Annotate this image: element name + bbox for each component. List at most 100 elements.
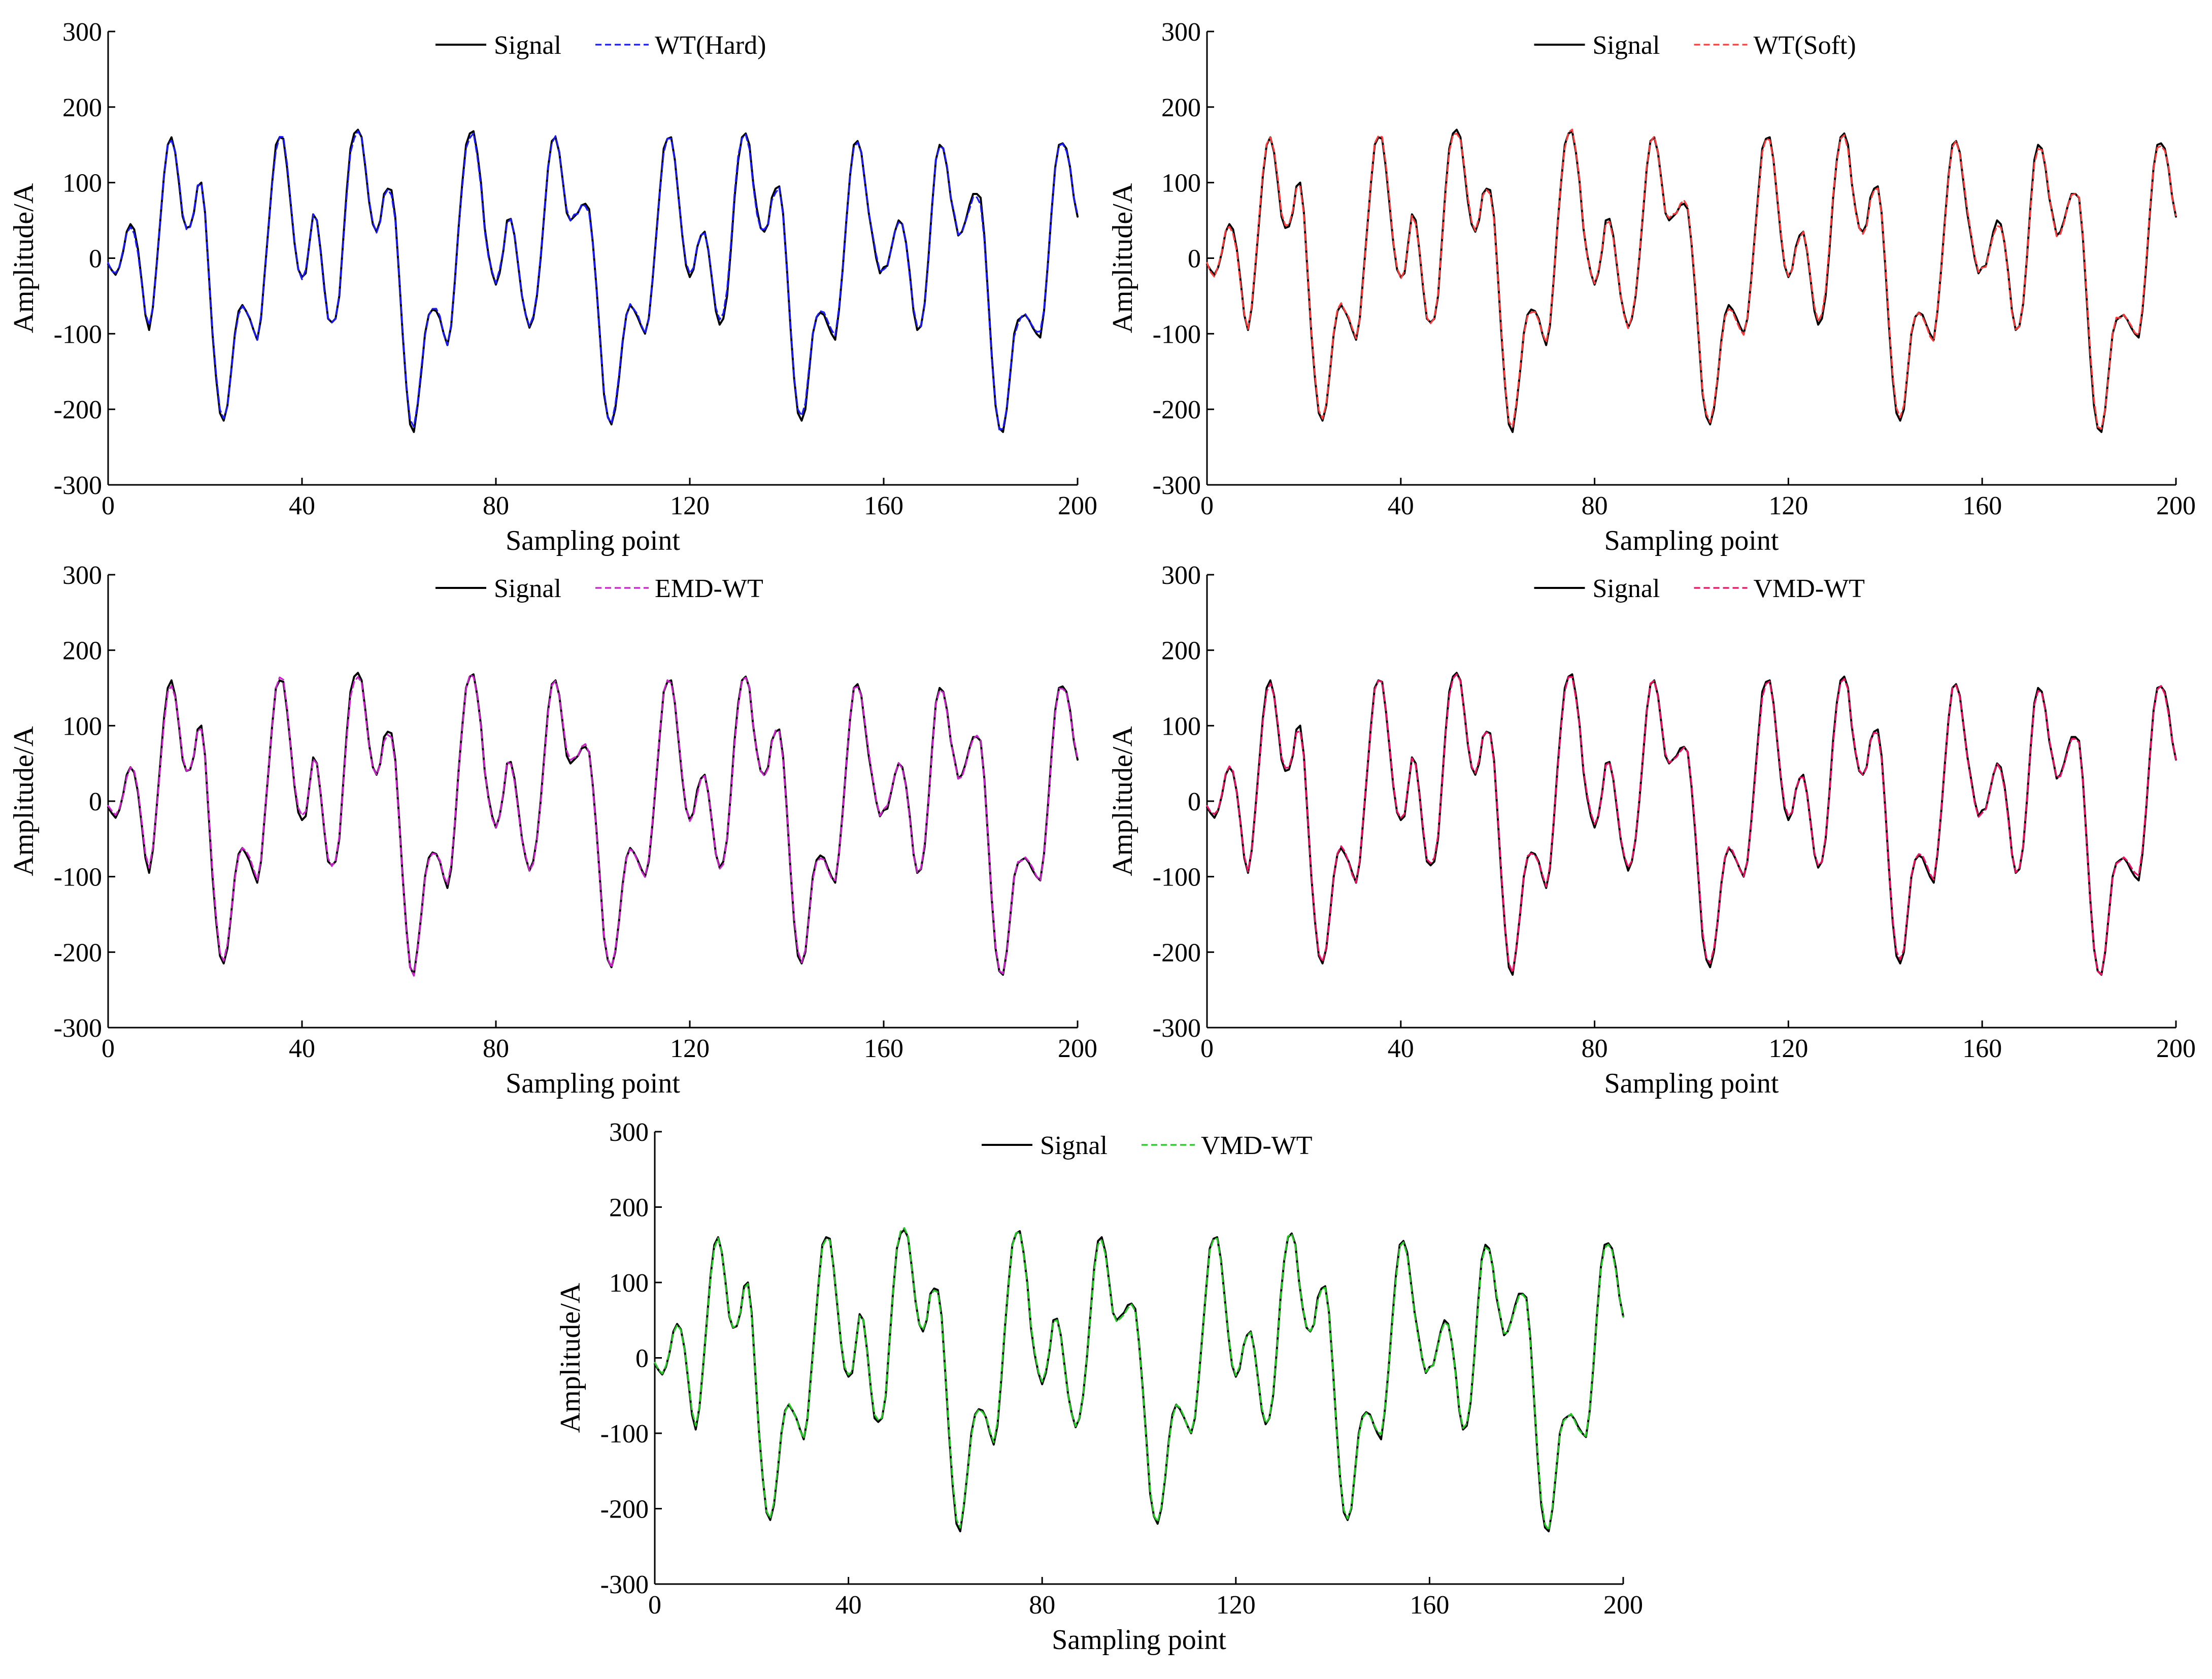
- y-tick-label: 100: [1161, 712, 1201, 741]
- x-tick-label: 160: [864, 1034, 903, 1063]
- chart-panel-2: -300 -200 -100 0 100 200 300 0 40 80 120 160 200 Samp…: [1107, 18, 2196, 556]
- legend-label: VMD-WT: [1754, 574, 1865, 603]
- y-tick-label: -100: [600, 1420, 649, 1448]
- x-tick-label: 120: [1768, 491, 1808, 520]
- x-tick-label: 40: [835, 1591, 862, 1620]
- x-tick-label: 80: [483, 1034, 509, 1063]
- x-tick-label: 200: [2156, 1034, 2196, 1063]
- series-line-signal: [107, 128, 1079, 433]
- y-tick-label: -200: [1153, 938, 1201, 967]
- legend-label: VMD-WT: [1201, 1131, 1313, 1160]
- x-tick-label: 80: [483, 491, 509, 520]
- y-tick-label: 100: [609, 1269, 649, 1298]
- x-tick-label: 120: [670, 1034, 710, 1063]
- x-tick-label: 80: [1582, 491, 1608, 520]
- y-tick-label: 0: [89, 245, 102, 274]
- y-tick-label: -200: [54, 938, 102, 967]
- chart-panel-1: -300 -200 -100 0 100 200 300 0 40 80 120 160 200 Samp…: [8, 18, 1097, 556]
- y-tick-label: 200: [609, 1194, 649, 1223]
- x-tick-label: 0: [1200, 491, 1214, 520]
- y-tick-label: -300: [600, 1570, 649, 1599]
- chart-panel-3: -300 -200 -100 0 100 200 300 0 40 80 120 160 200 Samp…: [8, 561, 1097, 1099]
- x-tick-label: 40: [289, 1034, 315, 1063]
- series-line-signal: [107, 672, 1079, 976]
- y-tick-label: 0: [89, 787, 102, 816]
- x-axis-label: Sampling point: [506, 525, 680, 556]
- x-tick-label: 0: [102, 1034, 115, 1063]
- x-tick-label: 200: [1603, 1591, 1643, 1620]
- x-tick-label: 200: [1058, 491, 1097, 520]
- legend-label: Signal: [494, 574, 561, 603]
- legend-label: Signal: [1593, 574, 1660, 603]
- y-tick-label: 0: [635, 1344, 649, 1373]
- series-line-emd-wt: [107, 674, 1079, 977]
- y-tick-label: 300: [1161, 561, 1201, 590]
- series-line-vmd-wt: [654, 1227, 1624, 1531]
- series-line-signal: [1206, 128, 2177, 433]
- y-tick-label: -200: [54, 396, 102, 424]
- x-tick-label: 120: [670, 491, 710, 520]
- x-tick-label: 200: [1058, 1034, 1097, 1063]
- legend: Signal VMD-WT: [1534, 574, 1865, 603]
- series-line-vmd-wt: [1206, 673, 2177, 976]
- x-tick-label: 40: [289, 491, 315, 520]
- y-tick-label: -300: [1153, 1014, 1201, 1043]
- y-tick-label: 200: [1161, 93, 1201, 122]
- x-axis-label: Sampling point: [1604, 525, 1779, 556]
- y-tick-label: -100: [1153, 320, 1201, 349]
- x-axis-label: Sampling point: [506, 1068, 680, 1099]
- legend: Signal WT(Hard): [435, 31, 766, 60]
- y-tick-label: -200: [600, 1495, 649, 1524]
- y-tick-label: 100: [1161, 169, 1201, 198]
- x-tick-label: 200: [2156, 491, 2196, 520]
- y-tick-label: -100: [54, 320, 102, 349]
- x-tick-label: 160: [1410, 1591, 1449, 1620]
- x-tick-label: 160: [1962, 1034, 2002, 1063]
- x-tick-label: 40: [1388, 1034, 1414, 1063]
- y-axis-label: Amplitude/A: [8, 183, 40, 333]
- y-tick-label: 100: [62, 712, 102, 741]
- y-tick-label: 300: [609, 1118, 649, 1147]
- y-tick-label: -100: [54, 863, 102, 892]
- legend-label: Signal: [1593, 31, 1660, 60]
- y-tick-label: 100: [62, 169, 102, 198]
- legend-label: EMD-WT: [655, 574, 763, 603]
- legend-label: Signal: [494, 31, 561, 60]
- legend: Signal WT(Soft): [1534, 31, 1856, 60]
- y-tick-label: 200: [62, 637, 102, 666]
- chart-panel-5: -300 -200 -100 0 100 200 300 0 40 80 120 160 200 Samp…: [555, 1118, 1643, 1656]
- legend: Signal EMD-WT: [435, 574, 763, 603]
- y-tick-label: 300: [62, 18, 102, 47]
- x-tick-label: 160: [864, 491, 903, 520]
- y-tick-label: 0: [1188, 245, 1201, 274]
- x-tick-label: 120: [1216, 1591, 1256, 1620]
- legend-label: WT(Soft): [1754, 31, 1856, 60]
- x-axis-label: Sampling point: [1604, 1068, 1779, 1099]
- legend-label: Signal: [1040, 1131, 1108, 1160]
- x-tick-label: 40: [1388, 491, 1414, 520]
- legend-label: WT(Hard): [655, 31, 766, 60]
- series-line-signal: [1206, 672, 2177, 976]
- y-tick-label: 0: [1188, 787, 1201, 816]
- y-axis-label: Amplitude/A: [555, 1282, 586, 1433]
- y-tick-label: 200: [62, 93, 102, 122]
- y-tick-label: 200: [1161, 637, 1201, 666]
- y-tick-label: -300: [1153, 471, 1201, 500]
- x-tick-label: 120: [1768, 1034, 1808, 1063]
- y-tick-label: -300: [54, 1014, 102, 1043]
- series-line-wt-hard: [107, 130, 1079, 431]
- x-tick-label: 0: [102, 491, 115, 520]
- chart-panel-4: -300 -200 -100 0 100 200 300 0 40 80 120 160 200 Samp…: [1107, 561, 2196, 1099]
- y-tick-label: -300: [54, 471, 102, 500]
- y-tick-label: 300: [62, 561, 102, 590]
- x-tick-label: 80: [1582, 1034, 1608, 1063]
- y-axis-label: Amplitude/A: [8, 726, 40, 876]
- x-tick-label: 0: [648, 1591, 661, 1620]
- y-axis-label: Amplitude/A: [1107, 183, 1138, 333]
- series-line-signal: [654, 1229, 1624, 1533]
- legend: Signal VMD-WT: [982, 1131, 1313, 1160]
- y-tick-label: -100: [1153, 863, 1201, 892]
- x-axis-label: Sampling point: [1052, 1624, 1226, 1656]
- y-tick-label: 300: [1161, 18, 1201, 47]
- x-tick-label: 0: [1200, 1034, 1214, 1063]
